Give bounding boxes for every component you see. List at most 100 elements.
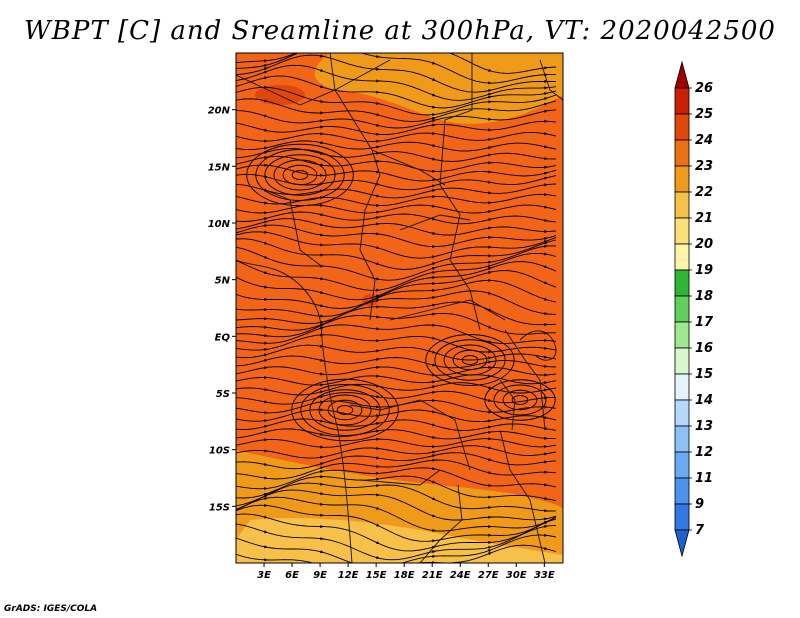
streamline-arrow — [544, 546, 548, 550]
streamline-arrow — [320, 40, 324, 43]
streamline-arrow — [264, 70, 268, 74]
streamline-arrow — [320, 383, 324, 387]
streamline-arrow — [544, 533, 548, 537]
streamline-arrow — [432, 390, 436, 394]
streamline-arrow — [432, 262, 436, 266]
streamline-arrow — [264, 449, 268, 453]
streamline — [236, 53, 556, 84]
streamline — [236, 428, 556, 440]
streamline-arrow — [376, 384, 380, 388]
streamline-arrow — [544, 237, 548, 241]
streamline-arrow — [432, 267, 436, 270]
colorbar-swatch — [674, 113, 690, 141]
streamline-arrow — [544, 218, 548, 222]
streamline-arrow — [432, 312, 436, 316]
wbpt-band-north — [314, 53, 563, 124]
y-tick-label: EQ — [215, 332, 231, 343]
streamline-arrow — [488, 291, 492, 295]
streamline-arrow — [264, 59, 268, 63]
streamline-arrow — [544, 176, 548, 180]
streamline-arrow — [320, 358, 324, 362]
colorbar-label: 19 — [695, 263, 713, 278]
streamline-arrow — [376, 471, 380, 475]
streamline-arrow — [320, 390, 324, 394]
streamline-arrow — [264, 503, 268, 507]
streamline — [236, 355, 557, 369]
streamline-arrow — [320, 432, 324, 436]
streamline — [236, 279, 557, 317]
streamline-arrow — [320, 277, 324, 281]
streamline-arrow — [488, 350, 492, 354]
streamline-arrow — [264, 163, 268, 167]
x-tick-label: 24E — [450, 570, 471, 581]
streamline-arrow — [544, 244, 548, 248]
colorbar-swatch — [674, 321, 690, 349]
streamline-arrow — [544, 205, 548, 209]
streamline-arrow — [376, 296, 380, 300]
streamline-arrow — [544, 445, 548, 449]
streamline-arrow — [488, 68, 492, 72]
streamline-arrow — [320, 182, 324, 186]
streamline-arrow — [544, 381, 548, 385]
streamline-arrow — [264, 64, 268, 68]
streamline-arrow — [488, 235, 492, 239]
streamline-arrow — [264, 341, 268, 345]
streamline-arrow — [264, 230, 268, 234]
streamline-arrow — [544, 281, 548, 285]
streamline-arrow — [488, 446, 492, 450]
streamline — [236, 54, 557, 93]
colorbar-label: 14 — [695, 393, 713, 408]
streamline-arrow — [488, 545, 492, 550]
streamline-arrow — [264, 486, 268, 491]
streamline-arrow — [432, 105, 436, 109]
streamline-arrow — [264, 359, 268, 363]
streamline-arrow — [432, 131, 436, 135]
streamline-arrow — [432, 539, 436, 543]
streamline-arrow — [488, 325, 492, 329]
streamline-arrow — [488, 515, 492, 519]
streamline — [236, 245, 556, 281]
x-tick-label: 21E — [422, 570, 443, 581]
streamline-arrow — [264, 255, 268, 259]
streamline — [236, 445, 557, 459]
streamline-arrow — [376, 159, 380, 163]
streamline-arrow — [488, 170, 492, 174]
streamline-arrow — [264, 146, 268, 150]
streamline-arrow — [264, 376, 268, 380]
colorbar-label: 22 — [695, 185, 713, 200]
streamline-arrow — [376, 327, 380, 331]
streamline-vortex — [425, 334, 515, 386]
streamline — [236, 534, 557, 563]
x-tick-label: 12E — [338, 570, 359, 581]
streamline-arrow — [544, 92, 548, 96]
streamline-arrow — [488, 437, 492, 441]
streamline-arrow — [320, 475, 324, 479]
streamline-arrow — [488, 278, 492, 282]
streamline-arrow — [488, 180, 492, 184]
streamline-arrow — [488, 410, 492, 414]
streamline-arrow — [488, 549, 492, 553]
streamline-arrow — [432, 454, 436, 458]
streamline-arrow — [432, 231, 436, 235]
streamline-arrow — [320, 99, 324, 103]
streamline — [236, 86, 557, 116]
streamline-arrow — [320, 125, 324, 129]
streamline-vortex — [461, 355, 479, 365]
streamline-arrow — [320, 151, 324, 155]
streamline-arrow — [376, 210, 380, 214]
streamline-arrow — [376, 246, 380, 250]
streamline — [236, 193, 557, 207]
streamline-arrow — [432, 467, 436, 471]
streamline-arrow — [544, 229, 548, 234]
streamline-arrow — [488, 107, 492, 111]
streamline — [236, 382, 557, 396]
streamline-arrow — [320, 85, 324, 88]
streamline-arrow — [544, 109, 548, 113]
streamline — [236, 418, 557, 431]
streamline-arrow — [320, 223, 324, 227]
colorbar-label: 15 — [695, 367, 713, 382]
streamline-arrow — [320, 203, 324, 207]
streamline-arrow — [488, 360, 492, 364]
streamline-arrow — [376, 288, 380, 292]
streamline-arrow — [432, 61, 436, 65]
